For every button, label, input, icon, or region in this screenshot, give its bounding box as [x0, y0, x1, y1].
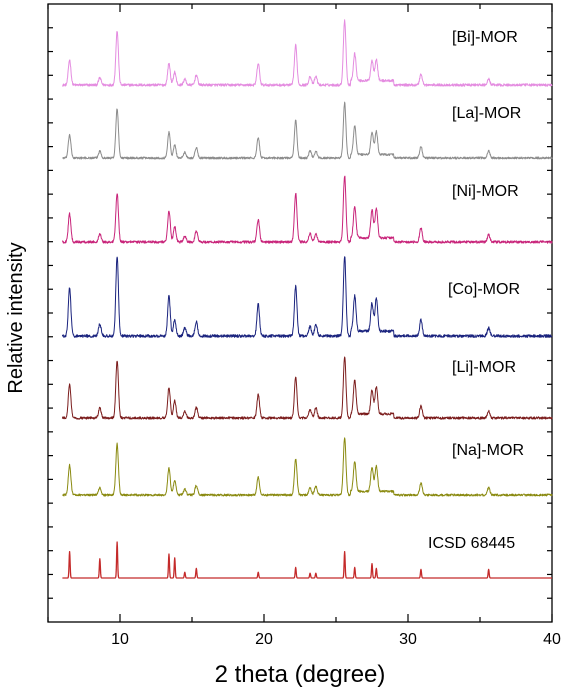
x-axis-title: 2 theta (degree)	[215, 661, 386, 688]
x-tick-labels: 10 20 30 40	[111, 631, 561, 648]
series-line	[62, 437, 553, 497]
series-label: [Li]-MOR	[452, 359, 516, 376]
series-line	[62, 19, 553, 87]
series-group	[61, 19, 553, 579]
y-axis-title: Relative intensity	[5, 242, 27, 393]
series-label: [La]-MOR	[452, 105, 521, 122]
series-label: [Na]-MOR	[452, 442, 524, 459]
series-label: [Ni]-MOR	[452, 183, 519, 200]
series-line	[62, 541, 553, 579]
series-line	[61, 256, 553, 338]
series-labels: [Bi]-MOR [La]-MOR [Ni]-MOR [Co]-MOR [Li]-MOR…	[428, 29, 524, 552]
axis-ticks	[47, 4, 553, 622]
plot-frame	[47, 3, 553, 623]
series-line	[61, 356, 553, 420]
x-tick-label: 10	[111, 631, 129, 648]
x-tick-label: 20	[255, 631, 273, 648]
series-label: ICSD 68445	[428, 535, 515, 552]
series-label: [Bi]-MOR	[452, 29, 518, 46]
series-line	[61, 175, 553, 244]
series-line	[62, 101, 553, 160]
x-tick-label: 30	[399, 631, 417, 648]
series-label: [Co]-MOR	[448, 281, 520, 298]
x-tick-label: 40	[543, 631, 561, 648]
